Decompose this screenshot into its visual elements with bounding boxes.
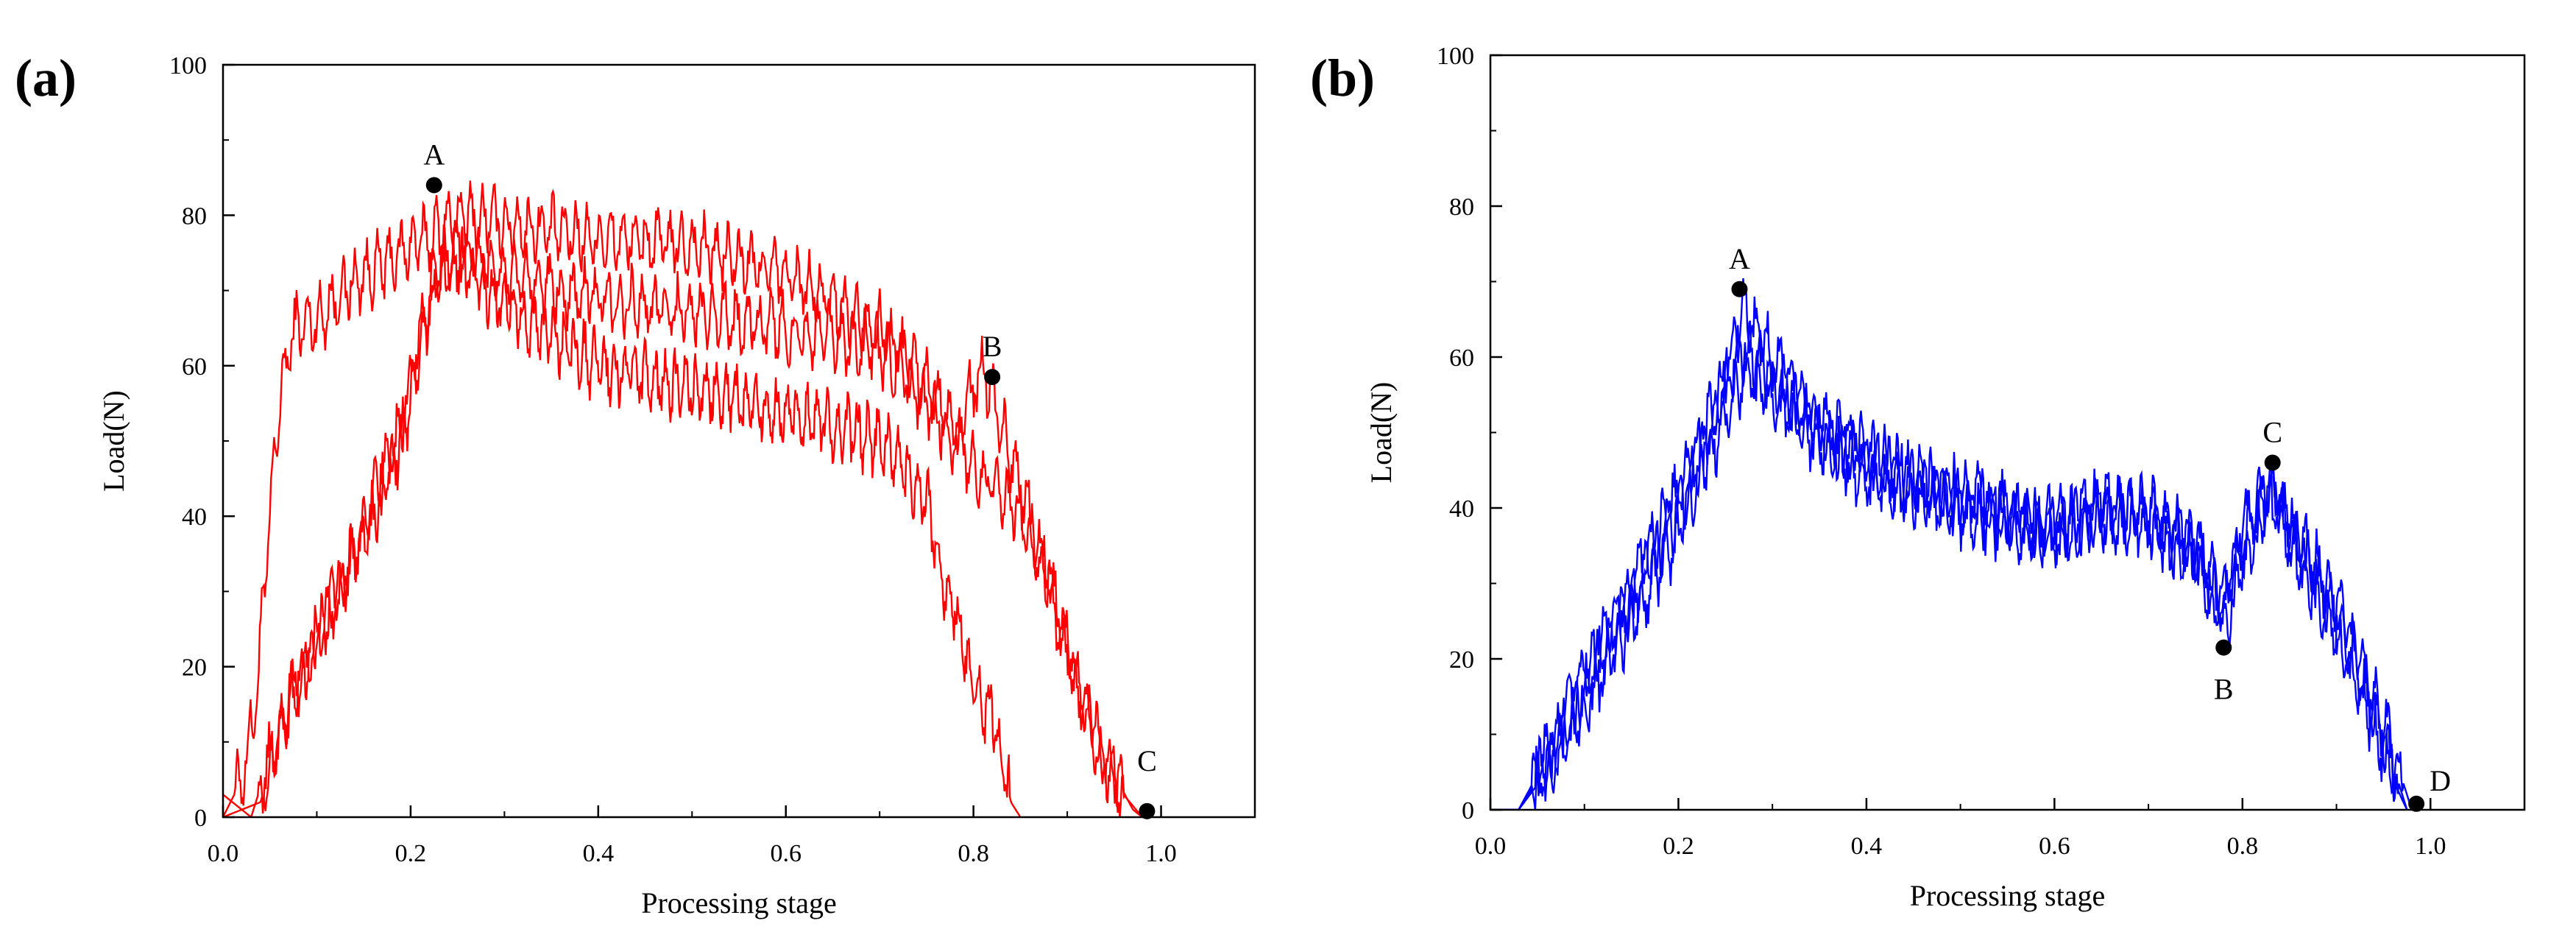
x-axis-label: Processing stage [641, 886, 837, 919]
chart-panel-a: 0.0 0.2 0.4 0.6 0.8 1.0 0 20 40 60 80 100 Processing… [97, 52, 1256, 919]
marker-label-d: D [2430, 764, 2451, 797]
x-tick-label: 0.0 [1475, 833, 1507, 860]
marker-point-d [2408, 795, 2425, 812]
panel-label-b: (b) [1310, 49, 1375, 107]
marker-point-a [425, 177, 442, 194]
marker-label-a: A [423, 138, 445, 172]
y-tick-label: 100 [169, 52, 207, 80]
x-tick-label: 0.2 [1663, 833, 1694, 860]
y-tick-label: 60 [1449, 345, 1474, 372]
y-axis-label: Load(N) [1365, 382, 1398, 484]
marker-point-c [2264, 454, 2281, 471]
x-tick-label: 0.4 [583, 840, 615, 867]
y-tick-label: 0 [194, 805, 207, 832]
y-tick-label: 60 [182, 353, 207, 381]
x-tick-label: 0.8 [2227, 833, 2259, 860]
y-tick-label: 20 [182, 654, 207, 682]
panel-label-a: (a) [15, 49, 77, 107]
x-tick-label: 0.6 [2039, 833, 2070, 860]
marker-label-c: C [2262, 416, 2282, 449]
series-line-3 [1490, 278, 2413, 810]
y-tick-label: 100 [1437, 43, 1474, 70]
marker-label-b: B [2214, 673, 2234, 706]
x-tick-label: 0.6 [770, 840, 802, 867]
marker-point-c [1139, 802, 1156, 819]
x-tick-label: 0.4 [1851, 833, 1883, 860]
series-line-2 [223, 219, 1143, 817]
y-tick-label: 80 [182, 202, 207, 230]
y-tick-label: 40 [1449, 495, 1474, 523]
series-line-3 [223, 226, 1022, 817]
y-tick-label: 80 [1449, 194, 1474, 221]
x-tick-label: 0.0 [208, 840, 239, 867]
series-line-2 [1490, 342, 2408, 810]
marker-point-b [984, 369, 1001, 386]
y-tick-label: 0 [1462, 797, 1474, 825]
y-axis-label: Load(N) [97, 390, 130, 492]
marker-point-b [2215, 639, 2232, 656]
y-tick-label: 40 [182, 504, 207, 531]
marker-label-b: B [983, 330, 1002, 363]
x-tick-label: 0.8 [958, 840, 989, 867]
series-line-1 [223, 180, 1144, 817]
marker-label-a: A [1729, 242, 1750, 275]
x-axis-label: Processing stage [1910, 879, 2106, 912]
chart-panel-b: 0.0 0.2 0.4 0.6 0.8 1.0 0 20 40 60 80 100 Processing… [1365, 43, 2526, 912]
y-tick-label: 20 [1449, 646, 1474, 674]
marker-point-a [1731, 280, 1748, 297]
marker-label-c: C [1137, 744, 1157, 777]
plot-frame [222, 63, 1256, 819]
x-tick-label: 1.0 [2415, 833, 2446, 860]
series-line-1 [1490, 320, 2408, 810]
x-tick-label: 0.2 [395, 840, 427, 867]
x-tick-label: 1.0 [1145, 840, 1177, 867]
